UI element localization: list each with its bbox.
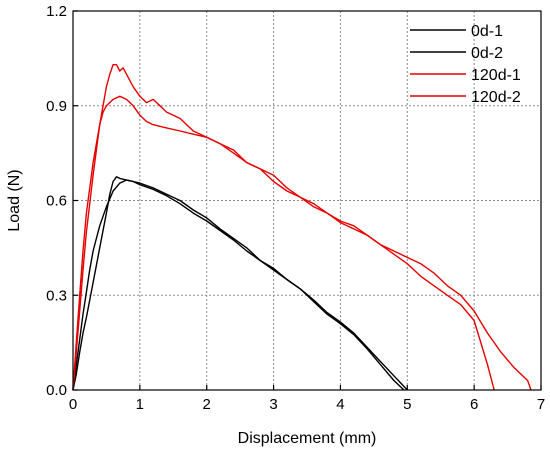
series-line-0d-1	[72, 176, 405, 391]
legend-label: 120d-2	[471, 89, 521, 106]
x-tick-label: 1	[136, 396, 144, 413]
series-line-120d-2	[72, 95, 495, 391]
series-line-0d-2	[72, 179, 408, 391]
series-layer	[72, 63, 532, 391]
legend-label: 0d-1	[471, 23, 503, 40]
x-tick-label: 5	[403, 396, 411, 413]
x-tick-label: 2	[203, 396, 211, 413]
x-tick-label: 0	[69, 396, 77, 413]
y-tick-label: 1.2	[46, 3, 67, 20]
series-line-120d-1	[72, 63, 532, 391]
x-tick-label: 3	[269, 396, 277, 413]
legend: 0d-1 0d-2 120d-1 120d-2	[410, 23, 521, 106]
x-axis: 0 1 2 3 4 5 6 7	[69, 385, 545, 413]
x-tick-label: 4	[336, 396, 344, 413]
y-tick-label: 0.0	[46, 382, 67, 399]
y-axis: 0.0 0.3 0.6 0.9 1.2	[46, 3, 78, 399]
y-tick-label: 0.6	[46, 193, 67, 210]
x-tick-label: 6	[470, 396, 478, 413]
x-axis-title: Displacement (mm)	[238, 430, 377, 447]
y-tick-label: 0.9	[46, 98, 67, 115]
y-tick-label: 0.3	[46, 287, 67, 304]
x-tick-label: 7	[537, 396, 545, 413]
legend-label: 0d-2	[471, 45, 503, 62]
y-axis-title: Load (N)	[6, 169, 23, 231]
legend-label: 120d-1	[471, 67, 521, 84]
